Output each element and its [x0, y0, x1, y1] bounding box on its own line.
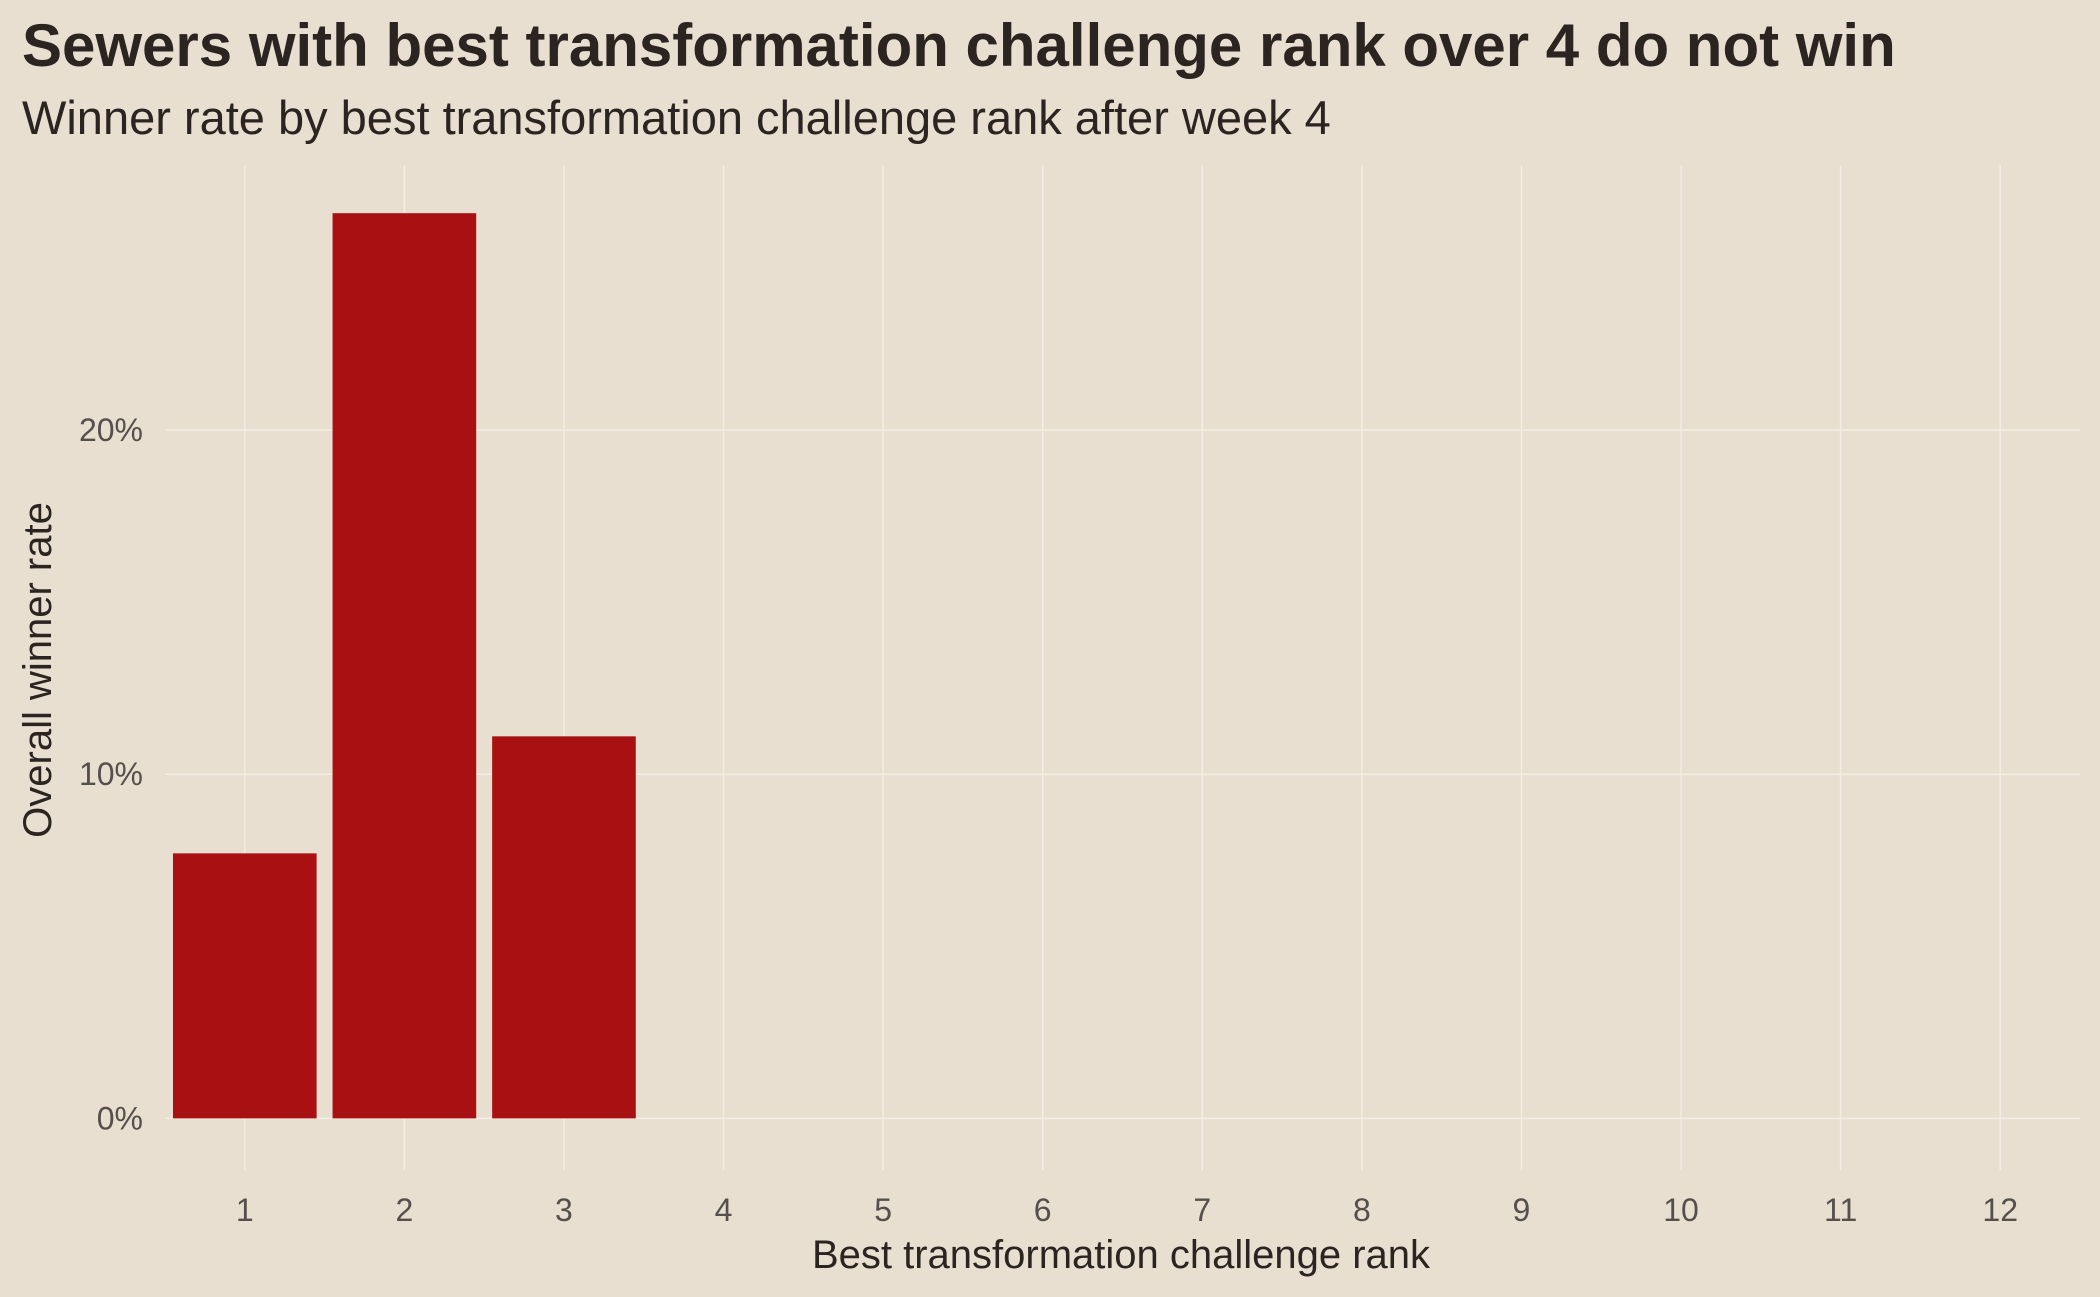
x-tick-label: 10 — [1663, 1192, 1699, 1228]
x-tick-label: 5 — [874, 1192, 892, 1228]
x-tick-label: 3 — [555, 1192, 573, 1228]
x-tick-label: 12 — [1982, 1192, 2018, 1228]
x-tick-label: 9 — [1513, 1192, 1531, 1228]
y-tick-label: 20% — [79, 412, 143, 448]
chart-title: Sewers with best transformation challeng… — [22, 12, 1896, 79]
bar-rank-2 — [332, 213, 477, 1119]
x-tick-label: 6 — [1034, 1192, 1052, 1228]
plot-area: 0%10%20% 1 2 3 4 5 6 7 8 9 10 11 12 — [79, 165, 2080, 1228]
bar-rank-3 — [492, 736, 636, 1119]
chart-subtitle: Winner rate by best transformation chall… — [22, 91, 1331, 144]
x-tick-label: 2 — [395, 1192, 413, 1228]
y-axis-title: Overall winner rate — [16, 502, 60, 838]
x-tick-label: 4 — [715, 1192, 733, 1228]
y-tick-label: 0% — [97, 1100, 143, 1136]
y-axis-ticks: 0% 10% 20% — [79, 412, 143, 1136]
x-axis-ticks: 1 2 3 4 5 6 7 8 9 10 11 12 — [236, 1192, 2018, 1228]
x-tick-label: 7 — [1193, 1192, 1211, 1228]
y-gridlines — [165, 429, 2080, 1120]
x-tick-label: 8 — [1353, 1192, 1371, 1228]
x-tick-label: 11 — [1824, 1192, 1857, 1228]
bar-rank-1 — [172, 853, 317, 1119]
bars — [172, 213, 636, 1119]
x-tick-label: 1 — [236, 1192, 254, 1228]
x-axis-title: Best transformation challenge rank — [812, 1233, 1431, 1277]
y-tick-label: 10% — [79, 756, 143, 792]
